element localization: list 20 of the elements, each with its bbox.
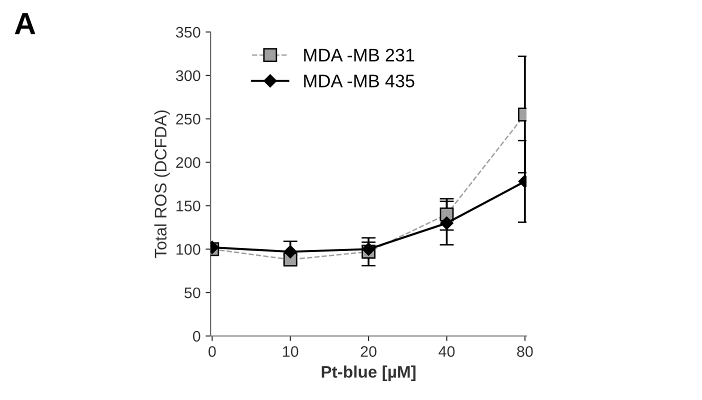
y-tick-label: 200 xyxy=(176,157,200,168)
x-tick-label: 80 xyxy=(517,346,533,357)
x-tick-label: 0 xyxy=(208,346,216,357)
y-axis-title: Total ROS (DCFDA) xyxy=(154,110,170,258)
y-tick-label: 0 xyxy=(192,330,200,342)
x-tick-label: 20 xyxy=(360,346,376,357)
legend-label: MDA -MB 435 xyxy=(304,74,414,88)
x-tick-label: 40 xyxy=(438,346,455,357)
point xyxy=(284,245,297,258)
chart-title: A xyxy=(14,13,36,34)
y-tick-label: 250 xyxy=(176,114,200,125)
legend-label: MDA -MB 231 xyxy=(304,48,414,62)
point xyxy=(440,216,454,230)
y-tick-label: 100 xyxy=(176,244,200,255)
y-tick-label: 300 xyxy=(176,70,200,82)
x-tick-label: 10 xyxy=(283,346,298,357)
y-tick-label: 350 xyxy=(176,26,200,38)
y-tick-label: 150 xyxy=(176,200,200,212)
x-axis-title: Pt-blue [µM] xyxy=(322,366,416,382)
y-tick-label: 50 xyxy=(184,287,200,298)
